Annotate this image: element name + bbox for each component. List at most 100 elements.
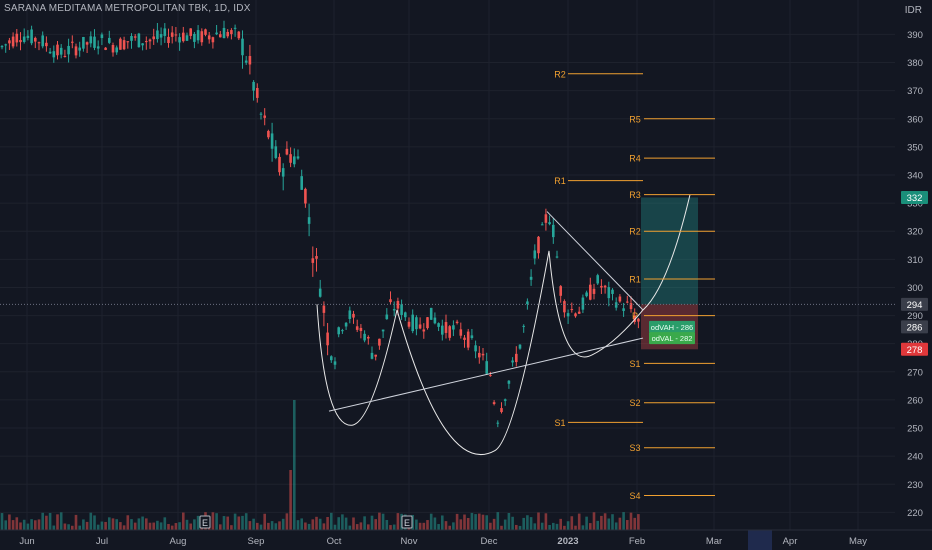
volume-bar xyxy=(544,513,548,530)
volume-bar xyxy=(485,515,488,530)
candle-body xyxy=(337,327,340,335)
volume-bar xyxy=(441,515,444,530)
volume-bar xyxy=(259,524,263,530)
candle-body xyxy=(281,168,285,177)
candle-body xyxy=(529,276,533,280)
earnings-event-icon xyxy=(199,515,211,529)
candle-body xyxy=(400,304,403,315)
candle-body xyxy=(396,300,400,309)
volume-bar xyxy=(474,514,477,530)
candle-body xyxy=(89,36,93,44)
price-axis-tick: 350 xyxy=(907,142,923,153)
candle-body xyxy=(67,45,70,55)
volume-bar xyxy=(570,516,574,530)
candle-body xyxy=(100,34,104,39)
candle-body xyxy=(226,31,229,37)
price-axis-tick: 260 xyxy=(907,395,923,406)
candle-body xyxy=(189,28,192,36)
volume-bar xyxy=(318,518,322,530)
candle-body xyxy=(318,288,322,297)
candle-body xyxy=(637,318,640,322)
volume-bar xyxy=(344,517,348,530)
volume-bar xyxy=(122,525,126,530)
candle-body xyxy=(492,402,496,405)
price-axis-tick: 320 xyxy=(907,227,923,238)
candle-body xyxy=(52,51,56,58)
candle-body xyxy=(215,32,218,35)
candle-body xyxy=(311,258,315,263)
volume-bar xyxy=(585,516,588,530)
volume-bar xyxy=(463,514,466,530)
candle-body xyxy=(122,40,126,50)
candle-body xyxy=(633,315,636,322)
candle-body xyxy=(433,317,437,324)
candle-body xyxy=(522,325,525,327)
volume-bar xyxy=(211,512,215,530)
volume-bar xyxy=(492,518,496,530)
volume-bar xyxy=(444,521,448,530)
volume-bar xyxy=(11,520,15,530)
time-axis-tick: May xyxy=(849,536,867,547)
volume-bar xyxy=(592,512,596,530)
candle-body xyxy=(581,297,585,310)
candle-body xyxy=(452,325,455,330)
volume-bar xyxy=(522,517,525,530)
candle-body xyxy=(511,360,514,363)
volume-bar xyxy=(178,522,181,530)
pattern-neckline xyxy=(328,337,644,412)
candle-body xyxy=(411,314,414,332)
price-axis-tick: 290 xyxy=(907,311,923,322)
volume-bar xyxy=(193,519,196,530)
volume-bar xyxy=(481,514,485,530)
candle-body xyxy=(555,256,559,258)
volume-bar xyxy=(426,520,429,530)
candle-body xyxy=(285,148,289,155)
candle-body xyxy=(222,27,226,39)
volume-bar xyxy=(489,522,492,530)
volume-bar xyxy=(71,525,74,530)
candle-body xyxy=(537,236,540,254)
price-badge-label: 286 xyxy=(907,322,923,333)
candle-body xyxy=(429,307,433,320)
candle-body xyxy=(322,305,326,313)
volume-bar xyxy=(415,519,418,530)
volume-bar xyxy=(529,517,533,530)
volume-bar xyxy=(152,522,155,530)
volume-bar xyxy=(533,523,537,530)
candle-body xyxy=(589,284,592,300)
volume-bar xyxy=(59,512,63,530)
volume-bar xyxy=(0,513,4,530)
candle-body xyxy=(455,321,459,323)
volume-bar xyxy=(19,522,22,530)
candle-body xyxy=(326,332,329,346)
time-axis-highlight xyxy=(748,530,772,550)
candle-body xyxy=(552,224,555,238)
volume-bar xyxy=(385,519,389,530)
pivot-level-label: S4 xyxy=(629,491,640,501)
candle-body xyxy=(170,32,174,37)
candle-body xyxy=(392,309,396,311)
candle-body xyxy=(622,308,625,311)
volume-bar xyxy=(4,520,7,530)
pivot-level-label: R2 xyxy=(554,69,566,79)
volume-bar xyxy=(374,519,377,530)
vah-label: odVAH - 286 xyxy=(651,323,693,332)
volume-bar xyxy=(518,525,522,530)
candle-body xyxy=(300,176,303,190)
candle-body xyxy=(163,28,167,36)
candle-body xyxy=(385,314,389,320)
candle-body xyxy=(237,31,241,39)
volume-bar xyxy=(145,518,148,530)
volume-bar xyxy=(618,517,622,530)
volume-bar xyxy=(89,512,93,530)
candle-body xyxy=(533,250,537,259)
candle-body xyxy=(503,399,507,401)
volume-bar xyxy=(170,525,174,530)
volume-bar xyxy=(233,513,237,530)
price-axis-tick: 310 xyxy=(907,255,923,266)
candle-body xyxy=(63,55,67,57)
volume-bar xyxy=(422,522,426,530)
candle-body xyxy=(256,88,259,98)
vah-label-box xyxy=(649,320,695,333)
